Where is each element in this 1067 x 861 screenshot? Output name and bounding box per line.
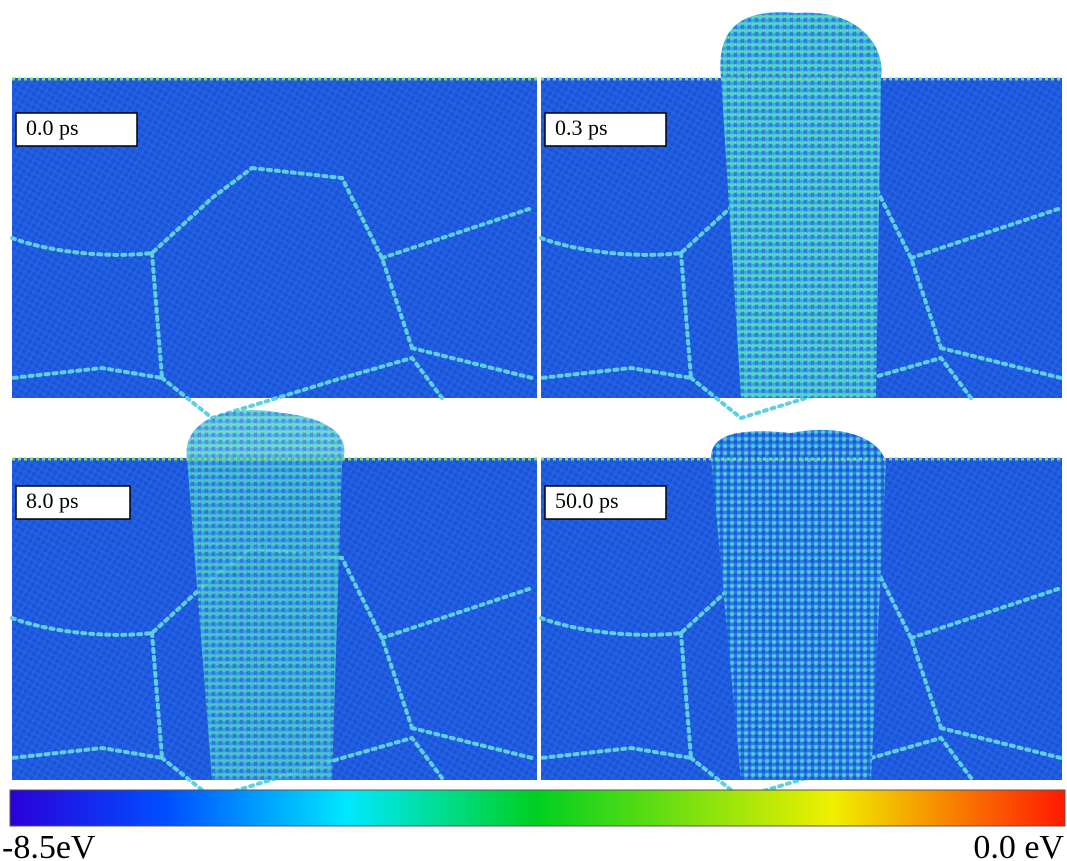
panel: 0.0 ps [10,77,537,420]
time-label: 0.0 ps [26,115,79,140]
cascade-region [186,410,345,780]
label-box [544,485,667,520]
label-box [15,485,131,520]
cascade-region [711,429,886,780]
time-label: 50.0 ps [555,488,619,513]
colorbar-min-label: -8.5eV [2,829,96,861]
label-box [15,112,138,147]
panel: 50.0 ps [539,429,1063,800]
cascade-region [720,12,882,399]
label-box [544,112,667,147]
panel: 0.3 ps [539,12,1063,420]
time-label: 8.0 ps [26,488,79,513]
colorbar-max-label: 0.0 eV [973,829,1064,861]
time-label: 0.3 ps [555,115,608,140]
colorbar [9,789,1066,827]
panel: 8.0 ps [10,410,537,800]
